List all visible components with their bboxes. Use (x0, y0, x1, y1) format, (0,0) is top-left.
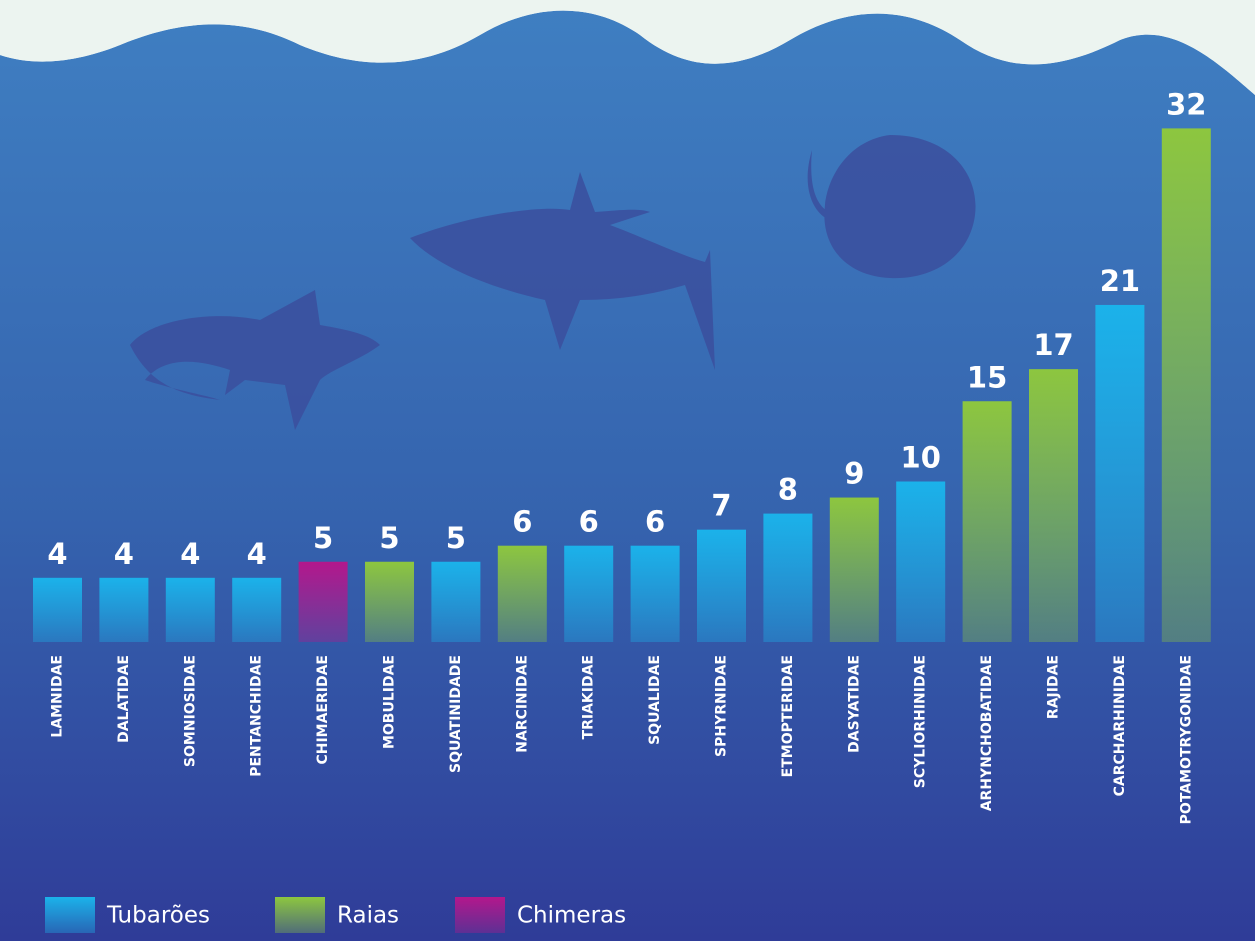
value-label: 17 (1033, 328, 1073, 362)
value-label: 4 (247, 537, 267, 571)
value-label: 10 (901, 441, 941, 475)
value-label: 4 (114, 537, 134, 571)
legend-swatch (275, 897, 325, 933)
bar (232, 578, 281, 642)
category-label: SPHYRNIDAE (714, 655, 730, 757)
legend-label: Chimeras (517, 903, 626, 929)
category-label: SQUALIDAE (647, 655, 663, 745)
value-label: 6 (512, 505, 532, 539)
value-label: 8 (778, 473, 798, 507)
category-label: POTAMOTRYGONIDAE (1178, 655, 1194, 824)
value-label: 5 (313, 521, 333, 555)
bar (1095, 305, 1144, 642)
bar (431, 562, 480, 642)
bar (166, 578, 215, 642)
legend-swatch (45, 897, 95, 933)
bar (631, 546, 680, 642)
bar (99, 578, 148, 642)
bar (365, 562, 414, 642)
value-label: 5 (446, 521, 466, 555)
chart: LAMNIDAE 4 DALATIDAE 4 SOMNIOSIDAE 4 PENTANCHI… (0, 0, 1255, 941)
bar (896, 482, 945, 643)
category-label: NARCINIDAE (514, 655, 530, 753)
bar (498, 546, 547, 642)
category-label: RAJIDAE (1046, 655, 1062, 719)
legend-label: Tubarões (106, 903, 210, 929)
value-label: 4 (47, 537, 67, 571)
category-label: MOBULIDAE (382, 655, 398, 749)
category-label: DALATIDAE (116, 655, 132, 743)
bar (1029, 369, 1078, 642)
legend-label: Raias (337, 903, 399, 929)
value-label: 15 (967, 360, 1007, 394)
category-label: SCYLIORHINIDAE (913, 655, 929, 788)
category-label: ETMOPTERIDAE (780, 655, 796, 777)
value-label: 21 (1100, 264, 1140, 298)
bar (564, 546, 613, 642)
bar (33, 578, 82, 642)
page: LAMNIDAE 4 DALATIDAE 4 SOMNIOSIDAE 4 PENTANCHI… (0, 0, 1255, 941)
category-label: CARCHARHINIDAE (1112, 655, 1128, 796)
bar (763, 514, 812, 642)
bar (963, 401, 1012, 642)
category-label: SOMNIOSIDAE (182, 655, 198, 767)
category-label: PENTANCHIDAE (249, 655, 265, 777)
value-label: 6 (579, 505, 599, 539)
category-label: ARHYNCHOBATIDAE (979, 655, 995, 811)
value-label: 5 (379, 521, 399, 555)
bar (830, 498, 879, 642)
bar (1162, 128, 1211, 642)
value-label: 6 (645, 505, 665, 539)
value-label: 32 (1166, 87, 1206, 121)
value-label: 7 (711, 489, 731, 523)
category-label: TRIAKIDAE (581, 655, 597, 739)
category-label: LAMNIDAE (50, 655, 66, 738)
category-label: CHIMAERIDAE (315, 655, 331, 765)
legend-swatch (455, 897, 505, 933)
bar (299, 562, 348, 642)
value-label: 4 (180, 537, 200, 571)
value-label: 9 (844, 457, 864, 491)
category-label: DASYATIDAE (846, 655, 862, 753)
bar (697, 530, 746, 642)
category-label: SQUATINIDADE (448, 655, 464, 773)
